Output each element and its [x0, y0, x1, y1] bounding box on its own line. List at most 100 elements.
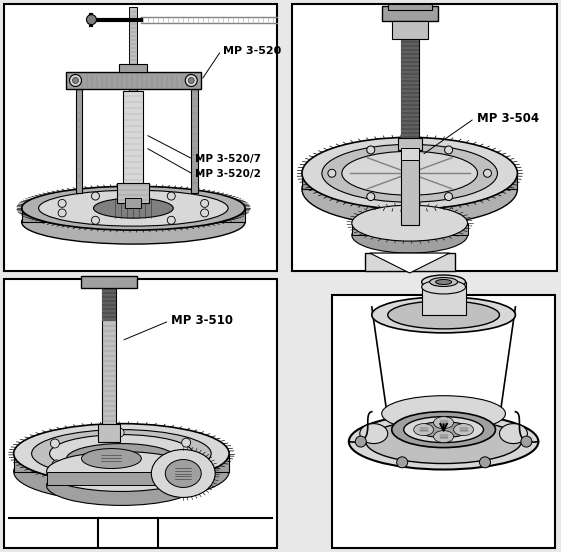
Ellipse shape: [39, 190, 228, 226]
Bar: [123, 92, 144, 188]
Ellipse shape: [349, 413, 539, 470]
Ellipse shape: [372, 297, 516, 333]
Bar: [4, 4, 277, 271]
Text: MP 3-504: MP 3-504: [476, 112, 539, 125]
Bar: [81, 276, 137, 288]
Circle shape: [521, 436, 532, 447]
Bar: [66, 72, 201, 89]
Bar: [119, 63, 148, 72]
Circle shape: [185, 75, 197, 87]
Polygon shape: [22, 208, 245, 222]
Bar: [332, 295, 555, 548]
Text: MP 3-520: MP 3-520: [223, 46, 282, 56]
Circle shape: [367, 193, 375, 200]
Ellipse shape: [404, 417, 484, 443]
Circle shape: [355, 436, 366, 447]
Ellipse shape: [360, 423, 388, 444]
Ellipse shape: [165, 459, 201, 487]
Circle shape: [484, 169, 491, 177]
Ellipse shape: [302, 137, 517, 209]
Circle shape: [445, 146, 453, 154]
Ellipse shape: [47, 465, 196, 506]
Circle shape: [72, 77, 79, 83]
Polygon shape: [13, 454, 229, 471]
Circle shape: [58, 209, 66, 217]
Circle shape: [201, 199, 209, 208]
Circle shape: [86, 15, 96, 25]
Circle shape: [480, 415, 490, 426]
Bar: [76, 89, 82, 193]
Bar: [103, 281, 116, 434]
Ellipse shape: [67, 444, 176, 474]
Circle shape: [328, 169, 336, 177]
Bar: [388, 4, 431, 10]
Ellipse shape: [417, 422, 470, 438]
Text: MP 3-510: MP 3-510: [171, 315, 233, 327]
Ellipse shape: [302, 153, 517, 225]
Circle shape: [182, 438, 191, 447]
Circle shape: [115, 428, 124, 437]
Ellipse shape: [13, 442, 229, 501]
Circle shape: [188, 77, 194, 83]
Circle shape: [119, 470, 128, 479]
Ellipse shape: [94, 198, 173, 218]
Bar: [117, 183, 149, 203]
Bar: [292, 4, 557, 271]
Ellipse shape: [381, 396, 505, 432]
Bar: [191, 89, 198, 193]
Bar: [398, 139, 422, 150]
Polygon shape: [67, 459, 176, 471]
Ellipse shape: [322, 144, 498, 202]
Bar: [401, 8, 419, 139]
Ellipse shape: [49, 434, 193, 473]
Text: MP 3-520/7: MP 3-520/7: [195, 155, 261, 164]
Ellipse shape: [352, 217, 467, 253]
Circle shape: [480, 457, 490, 468]
Polygon shape: [370, 253, 449, 273]
Circle shape: [52, 460, 61, 469]
Ellipse shape: [454, 423, 473, 436]
Circle shape: [91, 216, 99, 224]
Ellipse shape: [435, 279, 452, 284]
Bar: [381, 6, 438, 20]
Ellipse shape: [499, 423, 527, 444]
Circle shape: [367, 146, 375, 154]
Ellipse shape: [81, 449, 141, 469]
Bar: [126, 198, 141, 208]
Ellipse shape: [13, 423, 229, 484]
Ellipse shape: [388, 301, 499, 329]
Bar: [130, 7, 137, 145]
Text: MP 3-520/2: MP 3-520/2: [195, 169, 261, 179]
Bar: [422, 282, 466, 315]
Circle shape: [167, 192, 175, 200]
Circle shape: [397, 457, 408, 468]
Ellipse shape: [430, 278, 458, 286]
Bar: [365, 253, 454, 271]
Ellipse shape: [422, 280, 466, 294]
Circle shape: [50, 439, 59, 448]
Circle shape: [91, 192, 99, 200]
Ellipse shape: [151, 449, 215, 497]
Bar: [401, 6, 419, 225]
Ellipse shape: [352, 205, 467, 241]
Circle shape: [183, 459, 192, 468]
Bar: [4, 279, 277, 548]
Bar: [401, 148, 419, 160]
Circle shape: [70, 75, 81, 87]
Bar: [392, 20, 427, 39]
Ellipse shape: [31, 429, 211, 477]
Ellipse shape: [434, 417, 454, 428]
Ellipse shape: [392, 412, 495, 448]
Bar: [98, 423, 121, 442]
Ellipse shape: [22, 200, 245, 244]
Ellipse shape: [366, 420, 521, 464]
Ellipse shape: [413, 423, 434, 436]
Polygon shape: [302, 173, 517, 189]
Ellipse shape: [422, 275, 466, 289]
Circle shape: [397, 415, 408, 426]
Ellipse shape: [22, 186, 245, 230]
Polygon shape: [47, 471, 196, 485]
Ellipse shape: [434, 431, 454, 443]
Polygon shape: [352, 223, 467, 235]
Ellipse shape: [342, 151, 477, 195]
